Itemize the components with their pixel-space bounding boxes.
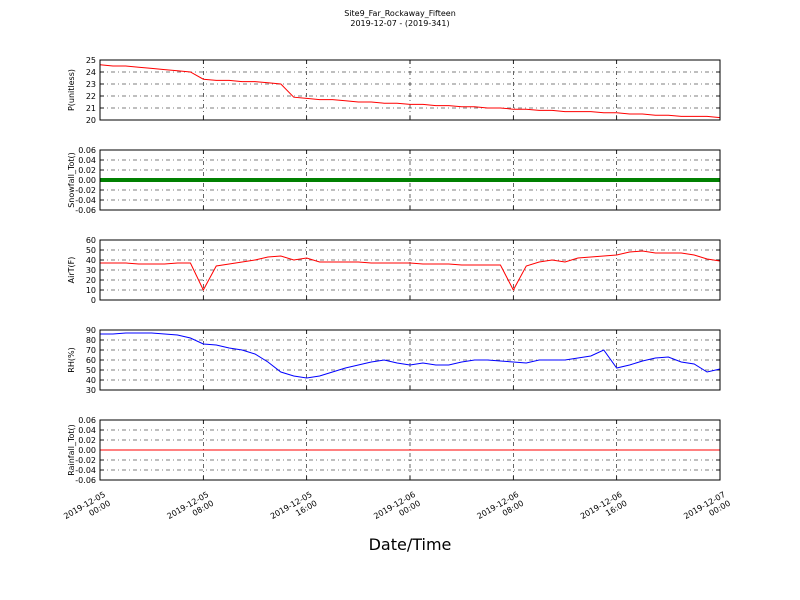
y-tick-label: 20 [86, 276, 96, 285]
y-tick-label: 22 [86, 92, 96, 101]
y-tick-label: -0.06 [75, 206, 96, 215]
plot-frame [99, 419, 721, 481]
y-axis-label: AirT(F) [67, 257, 76, 284]
y-axis-label: RH(%) [67, 347, 76, 372]
data-line [99, 64, 721, 119]
plot-frame [99, 59, 721, 121]
chart-title: Site9_Far_Rockaway_Fifteen [344, 9, 456, 18]
y-tick-label: 10 [86, 286, 96, 295]
plot-frame [99, 329, 721, 391]
data-line [100, 332, 721, 379]
y-tick-label: 0.00 [78, 176, 96, 185]
y-tick-label: 60 [86, 356, 96, 365]
x-tick-label: 2019-12-0500:00 [62, 490, 112, 530]
y-tick-label: -0.06 [75, 476, 96, 485]
y-tick-label: 0.04 [78, 156, 96, 165]
y-tick-label: -0.02 [75, 186, 96, 195]
y-tick-label: 70 [86, 346, 96, 355]
x-tick-label: 2019-12-0516:00 [269, 490, 319, 530]
y-tick-label: -0.04 [75, 466, 96, 475]
x-tick-label: 2019-12-0616:00 [579, 490, 629, 530]
y-tick-label: 60 [86, 236, 96, 245]
y-tick-label: 0.06 [78, 146, 96, 155]
y-tick-label: 90 [86, 326, 96, 335]
y-tick-label: 0.02 [78, 436, 96, 445]
x-tick-label: 2019-12-0608:00 [476, 490, 526, 530]
y-tick-label: 40 [86, 256, 96, 265]
x-tick-label: 2019-12-0508:00 [166, 490, 216, 530]
y-axis-label: Rainfall_Tot() [67, 424, 76, 476]
x-tick-label: 2019-12-0600:00 [372, 490, 422, 530]
y-tick-label: 30 [86, 386, 96, 395]
y-tick-label: 0.04 [78, 426, 96, 435]
y-tick-label: 0.00 [78, 446, 96, 455]
x-axis-label: Date/Time [369, 535, 452, 554]
y-axis-label: Snowfall_Tot() [67, 152, 76, 208]
x-tick-label: 2019-12-0700:00 [682, 490, 732, 530]
y-axis-label: P(unitless) [67, 69, 76, 111]
chart-subtitle: 2019-12-07 - (2019-341) [350, 19, 449, 28]
plot-frame [99, 239, 721, 301]
y-tick-label: 80 [86, 336, 96, 345]
y-tick-label: 0.06 [78, 416, 96, 425]
y-tick-label: 24 [86, 68, 96, 77]
y-tick-label: 0.02 [78, 166, 96, 175]
plot-frame [99, 149, 721, 211]
y-tick-label: 40 [86, 376, 96, 385]
y-tick-label: 30 [86, 266, 96, 275]
y-tick-label: -0.02 [75, 456, 96, 465]
y-tick-label: -0.04 [75, 196, 96, 205]
data-line [100, 250, 721, 292]
y-tick-label: 20 [86, 116, 96, 125]
y-tick-label: 50 [86, 246, 96, 255]
y-tick-label: 25 [86, 56, 96, 65]
y-tick-label: 0 [91, 296, 96, 305]
y-tick-label: 23 [86, 80, 96, 89]
y-tick-label: 50 [86, 366, 96, 375]
y-tick-label: 21 [86, 104, 96, 113]
